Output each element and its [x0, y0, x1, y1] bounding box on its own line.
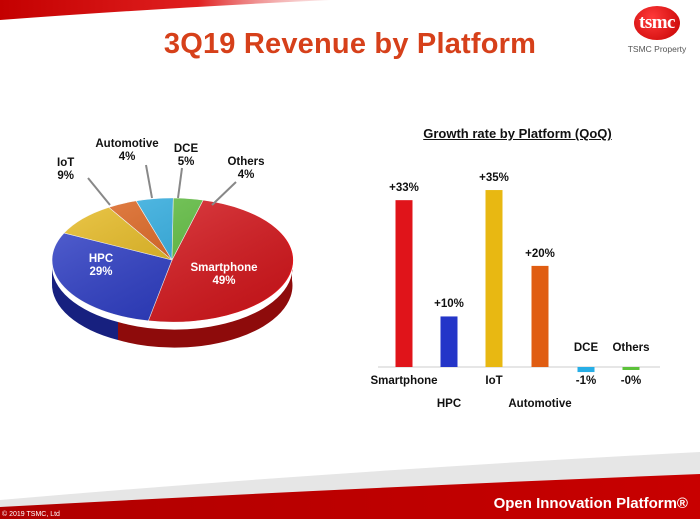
bar-category-label-others: Others [612, 342, 650, 354]
pie-slices [51, 197, 294, 323]
bar-hpc [440, 316, 458, 367]
pie-label-iot-name: IoT [57, 157, 75, 169]
logo-subtitle: TSMC Property [627, 44, 687, 54]
bar-iot [485, 190, 503, 367]
bar-value-label-automotive: +20% [525, 247, 555, 260]
pie-label-dce-name: DCE [173, 143, 199, 155]
pie-label-iot: IoT 9% [57, 157, 74, 183]
pie-label-smartphone: Smartphone 49% [186, 262, 262, 288]
leader-iot [87, 177, 111, 206]
leader-automotive [145, 164, 153, 199]
pie-label-others-name: Others [227, 156, 265, 168]
leader-dce [177, 167, 183, 199]
pie-label-automotive-value: 4% [118, 151, 136, 163]
pie-label-automotive: Automotive 4% [94, 138, 160, 164]
pie-label-others-value: 4% [237, 169, 255, 181]
bar-value-label-iot: +35% [479, 172, 509, 185]
tsmc-logo: tsmc TSMC Property [622, 4, 692, 60]
bar-chart-title: Growth rate by Platform (QoQ) [423, 126, 612, 141]
top-swoosh [0, 0, 330, 20]
bottom-band [0, 474, 700, 519]
bar-value-label-dce: -1% [575, 375, 597, 387]
footer-tagline: Open Innovation Platform® [493, 495, 688, 512]
pie-shading [52, 198, 292, 322]
logo-text: tsmc [639, 12, 675, 33]
bar-value-label-smartphone: +33% [389, 182, 419, 195]
page-title: 3Q19 Revenue by Platform [163, 28, 537, 60]
leader-others [211, 181, 237, 206]
bar-category-label-dce: DCE [573, 342, 599, 354]
pie-label-others: Others 4% [223, 156, 269, 182]
pie-label-hpc-name: HPC [88, 253, 114, 265]
bar-dce [577, 367, 595, 373]
pie-label-hpc-value: 29% [89, 266, 113, 278]
pie-label-automotive-name: Automotive [95, 138, 159, 150]
logo-mark [634, 6, 680, 40]
bar-category-label-iot: IoT [485, 375, 503, 387]
pie-depth-hpc [51, 265, 118, 340]
pie-label-dce-value: 5% [177, 156, 195, 168]
pie-label-smartphone-name: Smartphone [190, 262, 258, 274]
pie-label-smartphone-value: 49% [212, 275, 236, 287]
bar-category-label-automotive: Automotive [508, 398, 572, 410]
bar-smartphone [395, 200, 413, 367]
pie-depth-smartphone [118, 262, 293, 348]
bar-group [395, 190, 640, 373]
bar-others [622, 367, 640, 370]
footer-copyright: © 2019 TSMC, Ltd [2, 511, 60, 518]
pie-label-hpc: HPC 29% [84, 253, 118, 279]
pie-leaders [87, 164, 237, 206]
bar-value-label-hpc: +10% [434, 298, 464, 311]
bar-automotive [531, 265, 549, 367]
bar-category-label-hpc: HPC [436, 398, 462, 410]
bar-value-label-others: -0% [620, 375, 642, 387]
pie-label-iot-value: 9% [57, 170, 74, 182]
bar-category-label-smartphone: Smartphone [370, 375, 438, 387]
pie-label-dce: DCE 5% [171, 143, 201, 169]
